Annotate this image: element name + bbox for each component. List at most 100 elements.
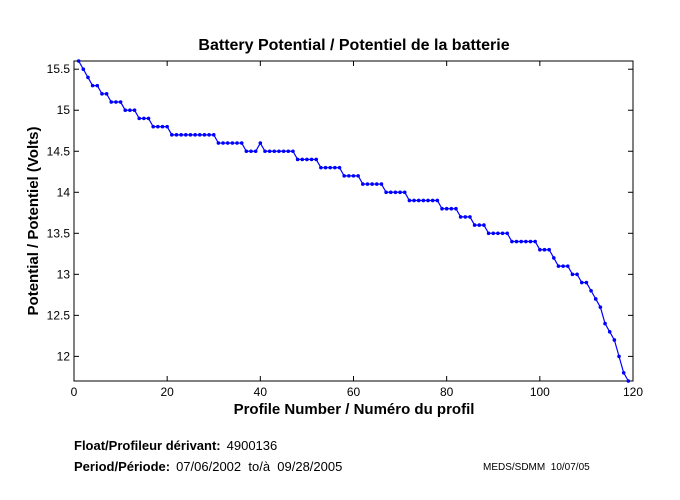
data-point <box>291 149 295 154</box>
data-point <box>505 231 510 236</box>
data-point <box>184 133 188 137</box>
data-point <box>388 190 393 195</box>
data-point <box>407 198 412 203</box>
data-point <box>472 223 477 227</box>
data-point <box>272 149 277 154</box>
data-point <box>230 141 235 145</box>
x-tick-label: 100 <box>530 385 550 399</box>
data-point <box>104 92 109 96</box>
data-point <box>579 280 584 285</box>
float-value: 4900136 <box>226 438 278 453</box>
data-point <box>598 305 603 309</box>
data-point <box>379 182 384 186</box>
data-point <box>538 247 542 252</box>
data-point <box>142 116 146 121</box>
data-point <box>347 174 351 178</box>
data-point <box>253 149 258 154</box>
data-point <box>575 272 579 277</box>
data-point <box>412 198 416 203</box>
data-point <box>444 206 449 211</box>
data-point <box>165 124 169 129</box>
data-point <box>86 75 90 80</box>
data-point <box>468 215 472 219</box>
data-point <box>333 165 337 170</box>
credit-stamp: MEDS/SDMM 10/07/05 <box>483 462 590 473</box>
data-point <box>463 215 468 219</box>
period-value: 07/06/2002 to/à 09/28/2005 <box>176 459 343 474</box>
data-point <box>137 116 142 121</box>
data-point <box>342 174 346 178</box>
data-point <box>156 124 160 129</box>
data-point <box>90 83 95 88</box>
data-point <box>76 59 81 63</box>
data-point <box>370 182 374 186</box>
data-point <box>100 92 104 96</box>
data-point <box>593 297 598 301</box>
y-tick-label: 12 <box>57 349 71 363</box>
data-point <box>281 149 286 154</box>
data-point <box>449 206 454 211</box>
data-point <box>244 149 249 154</box>
y-tick-label: 14.5 <box>47 144 71 158</box>
series-line <box>78 60 629 382</box>
data-point <box>552 256 556 260</box>
x-tick-label: 0 <box>71 385 78 399</box>
data-point <box>510 239 514 244</box>
data-point <box>351 174 356 178</box>
y-tick-label: 12.5 <box>47 308 71 322</box>
x-axis: 0 20 40 60 80 100 120 <box>71 61 643 399</box>
data-point <box>393 190 398 195</box>
data-point <box>211 133 216 137</box>
data-point <box>123 108 128 113</box>
data-point <box>314 157 319 162</box>
x-tick-label: 20 <box>160 385 174 399</box>
data-point <box>179 133 183 137</box>
data-point <box>337 165 342 170</box>
data-point <box>309 157 314 162</box>
data-point <box>170 133 174 137</box>
data-point <box>589 288 593 293</box>
data-point <box>421 198 426 203</box>
data-point <box>496 231 500 236</box>
data-point <box>486 231 491 236</box>
data-point <box>295 157 300 162</box>
data-point <box>118 100 123 104</box>
data-point <box>524 239 528 244</box>
data-point <box>267 149 272 154</box>
data-point <box>300 157 305 162</box>
data-point <box>519 239 523 244</box>
data-point <box>402 190 407 195</box>
data-point <box>542 247 547 252</box>
data-point <box>612 338 617 342</box>
data-point <box>500 231 505 236</box>
data-point <box>561 264 565 268</box>
data-point <box>216 141 221 145</box>
data-point <box>323 165 328 170</box>
data-point <box>221 141 225 145</box>
data-point <box>565 264 570 268</box>
data-point <box>603 321 607 326</box>
data-point <box>440 206 444 211</box>
chart-title: Battery Potential / Potentiel de la batt… <box>198 37 509 54</box>
data-point <box>430 198 435 203</box>
data-point <box>225 141 230 145</box>
data-point <box>435 198 440 203</box>
data-point <box>398 190 402 195</box>
data-point <box>482 223 486 227</box>
data-point <box>454 206 458 211</box>
data-point <box>249 149 253 154</box>
data-point <box>384 190 388 195</box>
data-point <box>547 247 551 252</box>
data-point <box>556 264 561 268</box>
x-tick-label: 60 <box>347 385 361 399</box>
data-point <box>114 100 118 104</box>
float-label: Float/Profileur dérivant: <box>74 438 221 453</box>
data-point <box>132 108 137 113</box>
data-point <box>514 239 519 244</box>
y-tick-label: 15.5 <box>47 62 71 76</box>
period-line: Period/Période: 07/06/2002 to/à 09/28/200… <box>74 459 342 474</box>
data-point <box>570 272 575 277</box>
data-point <box>95 83 100 88</box>
data-point <box>374 182 379 186</box>
data-point <box>207 133 211 137</box>
